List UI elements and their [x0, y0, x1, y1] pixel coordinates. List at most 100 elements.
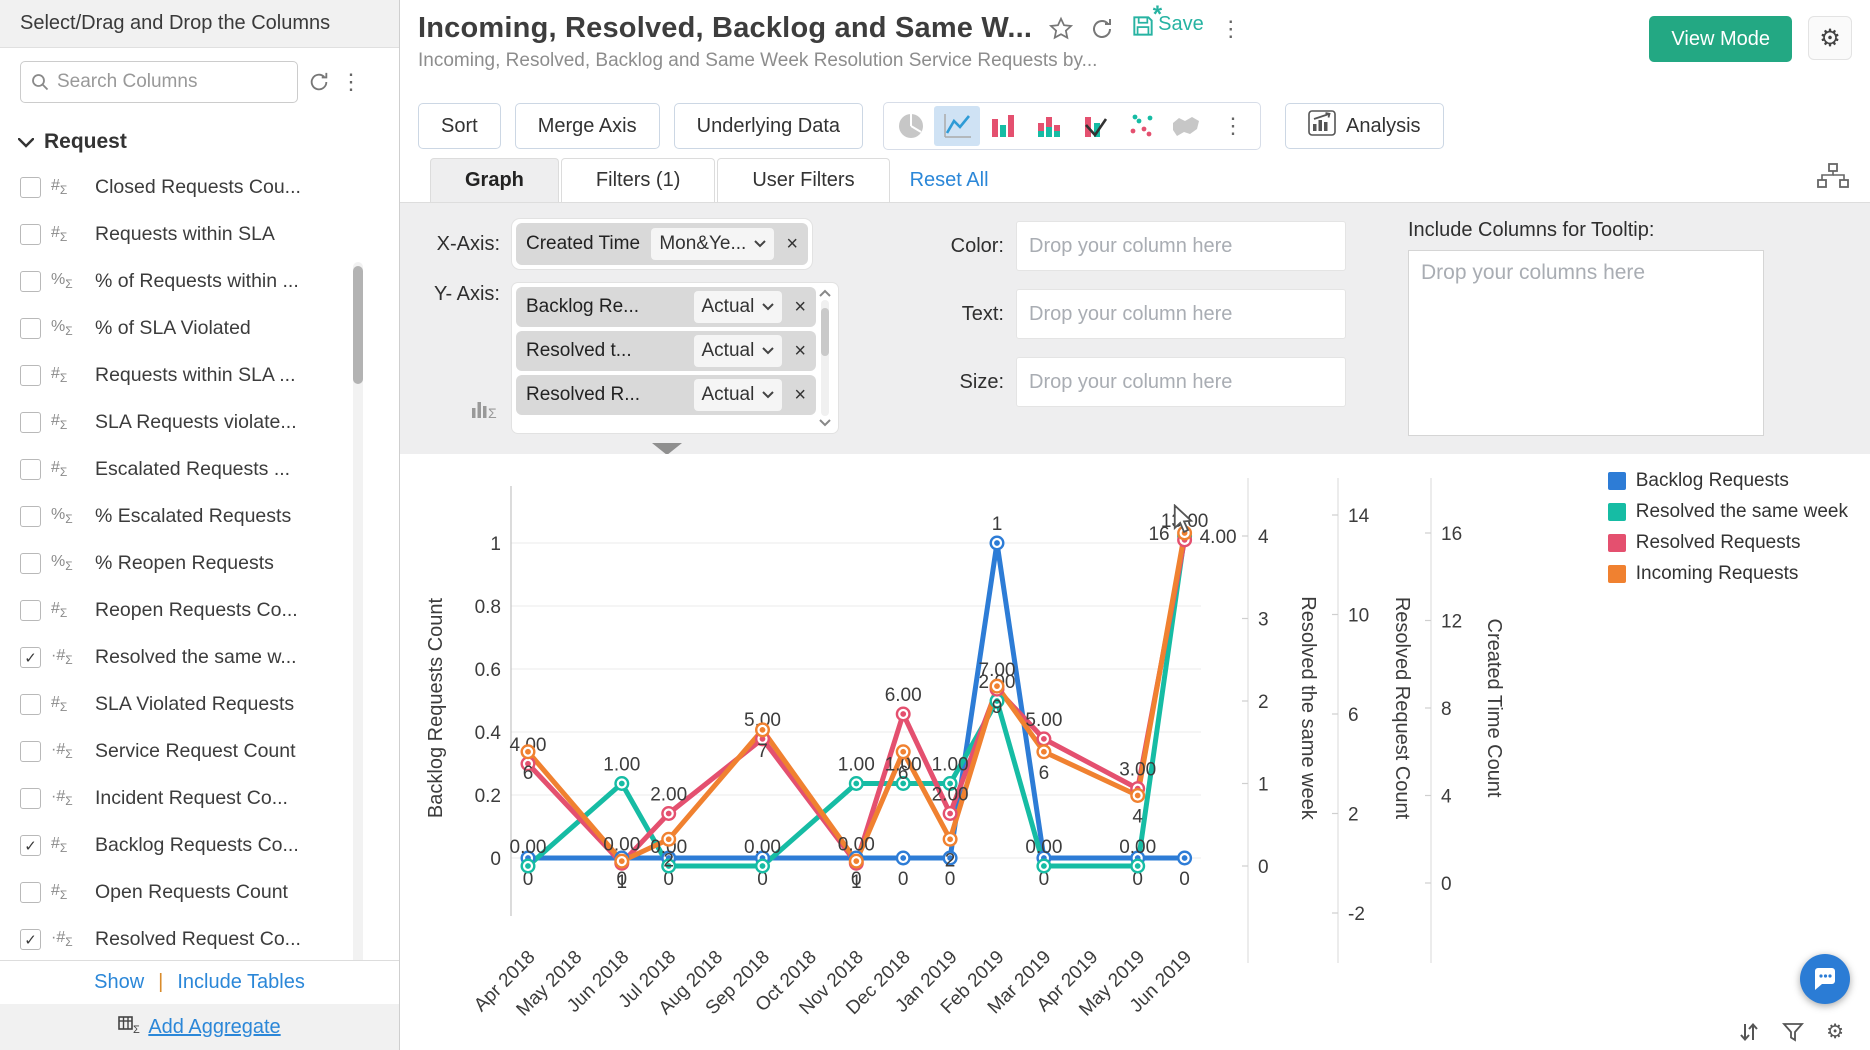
legend-item[interactable]: Incoming Requests — [1607, 563, 1848, 585]
y-axis-chip[interactable]: Resolved t... Actual × — [516, 331, 816, 371]
tab-filters[interactable]: Filters (1) — [560, 158, 716, 202]
column-list-item[interactable]: #Σ Open Requests Count — [0, 869, 399, 916]
reset-all-link[interactable]: Reset All — [909, 169, 989, 191]
column-checkbox[interactable] — [20, 600, 41, 621]
color-drop-zone[interactable]: Drop your column here — [1016, 221, 1346, 271]
column-checkbox[interactable] — [20, 318, 41, 339]
column-list-item[interactable]: ✓ ·#Σ Resolved Request Co... — [0, 916, 399, 960]
chat-bubble-button[interactable] — [1800, 954, 1850, 1004]
refresh-report-icon[interactable] — [1090, 17, 1114, 41]
scatter-chart-icon[interactable] — [1118, 106, 1164, 146]
search-columns-box[interactable] — [20, 61, 298, 103]
more-chart-types-icon[interactable]: ⋮ — [1222, 113, 1245, 138]
links-divider: | — [158, 971, 164, 993]
favorite-star-icon[interactable] — [1048, 16, 1074, 42]
tooltip-columns-label: Include Columns for Tooltip: — [1408, 219, 1655, 241]
request-section-toggle[interactable]: Request — [0, 122, 399, 164]
y-axis-chip[interactable]: Backlog Re... Actual × — [516, 287, 816, 327]
column-list-item[interactable]: ·#Σ Incident Request Co... — [0, 775, 399, 822]
y-axis-remove-icon[interactable]: × — [794, 339, 806, 362]
column-checkbox[interactable] — [20, 224, 41, 245]
combo-chart-icon[interactable] — [1072, 106, 1118, 146]
y-axis-aggregate-dropdown[interactable]: Actual — [693, 379, 783, 411]
tooltip-drop-zone[interactable]: Drop your columns here — [1408, 250, 1764, 436]
refresh-columns-icon[interactable] — [308, 71, 330, 93]
chart-settings-gear-icon[interactable]: ⚙ — [1826, 1021, 1844, 1043]
y-axis-scrollbar[interactable] — [816, 287, 834, 429]
column-list-item[interactable]: #Σ Requests within SLA — [0, 211, 399, 258]
column-checkbox[interactable] — [20, 271, 41, 292]
column-checkbox[interactable] — [20, 412, 41, 433]
column-list-item[interactable]: #Σ SLA Requests violate... — [0, 399, 399, 446]
column-checkbox[interactable] — [20, 882, 41, 903]
svg-text:0.8: 0.8 — [475, 597, 501, 618]
hierarchy-icon[interactable] — [1816, 163, 1850, 194]
column-checkbox[interactable]: ✓ — [20, 647, 41, 668]
column-list-item[interactable]: ·#Σ Service Request Count — [0, 728, 399, 775]
map-chart-icon[interactable] — [1164, 106, 1210, 146]
column-list-item[interactable]: %Σ % of Requests within ... — [0, 258, 399, 305]
column-checkbox[interactable] — [20, 365, 41, 386]
column-checkbox[interactable] — [20, 506, 41, 527]
column-checkbox[interactable] — [20, 741, 41, 762]
sort-order-icon[interactable] — [1738, 1022, 1760, 1042]
column-checkbox[interactable] — [20, 788, 41, 809]
stacked-bar-chart-icon[interactable] — [1026, 106, 1072, 146]
text-drop-zone[interactable]: Drop your column here — [1016, 289, 1346, 339]
svg-text:1.00: 1.00 — [932, 755, 969, 776]
pie-chart-icon[interactable] — [888, 106, 934, 146]
y-axis-chip[interactable]: Resolved R... Actual × — [516, 375, 816, 415]
y-axis-aggregate-dropdown[interactable]: Actual — [693, 291, 783, 323]
sidebar-scrollbar[interactable] — [353, 262, 363, 960]
column-list-item[interactable]: ✓ ·#Σ Resolved the same w... — [0, 634, 399, 681]
show-link[interactable]: Show — [94, 971, 145, 993]
settings-gear-icon[interactable]: ⚙ — [1808, 16, 1852, 60]
tab-user-filters[interactable]: User Filters — [717, 158, 890, 202]
scrollbar-thumb[interactable] — [353, 266, 363, 384]
x-axis-granularity-dropdown[interactable]: Mon&Ye... — [651, 228, 775, 260]
y-axis-remove-icon[interactable]: × — [794, 295, 806, 318]
x-axis-remove-icon[interactable]: × — [786, 232, 798, 255]
column-list-item[interactable]: %Σ % Escalated Requests — [0, 493, 399, 540]
report-more-icon[interactable]: ⋮ — [1219, 15, 1242, 41]
save-button[interactable]: * Save — [1130, 1, 1204, 45]
size-drop-zone[interactable]: Drop your column here — [1016, 357, 1346, 407]
report-header: Incoming, Resolved, Backlog and Same W..… — [400, 0, 1870, 96]
column-list-item[interactable]: %Σ % of SLA Violated — [0, 305, 399, 352]
view-mode-button[interactable]: View Mode — [1649, 16, 1792, 62]
legend-item[interactable]: Resolved Requests — [1607, 532, 1848, 554]
column-list-item[interactable]: #Σ Reopen Requests Co... — [0, 587, 399, 634]
column-checkbox[interactable] — [20, 459, 41, 480]
column-list-item[interactable]: #Σ SLA Violated Requests — [0, 681, 399, 728]
y-axis-remove-icon[interactable]: × — [794, 383, 806, 406]
column-list-item[interactable]: #Σ Closed Requests Cou... — [0, 164, 399, 211]
sort-button[interactable]: Sort — [418, 103, 501, 149]
add-aggregate-link[interactable]: Add Aggregate — [148, 1015, 281, 1038]
tab-graph[interactable]: Graph — [430, 158, 559, 202]
merge-axis-button[interactable]: Merge Axis — [514, 103, 660, 149]
collapse-panel-handle[interactable] — [652, 443, 682, 455]
analysis-button[interactable]: Analysis — [1285, 103, 1444, 149]
legend-item[interactable]: Resolved the same week — [1607, 501, 1848, 523]
search-icon — [31, 73, 49, 91]
column-checkbox[interactable]: ✓ — [20, 835, 41, 856]
column-list-item[interactable]: #Σ Requests within SLA ... — [0, 352, 399, 399]
y-axis-aggregate-dropdown[interactable]: Actual — [693, 335, 783, 367]
underlying-data-button[interactable]: Underlying Data — [673, 103, 864, 149]
column-checkbox[interactable] — [20, 694, 41, 715]
line-chart-icon[interactable] — [934, 106, 981, 146]
sidebar-more-icon[interactable]: ⋮ — [340, 69, 362, 94]
column-list-item[interactable]: ✓ #Σ Backlog Requests Co... — [0, 822, 399, 869]
column-list-item[interactable]: %Σ % Reopen Requests — [0, 540, 399, 587]
x-axis-chip[interactable]: Created Time Mon&Ye... × — [516, 223, 808, 265]
search-input[interactable] — [57, 71, 267, 93]
include-tables-link[interactable]: Include Tables — [177, 971, 305, 993]
filter-funnel-icon[interactable] — [1782, 1022, 1805, 1042]
legend-item[interactable]: Backlog Requests — [1607, 470, 1848, 492]
column-checkbox[interactable] — [20, 553, 41, 574]
column-list-item[interactable]: #Σ Escalated Requests ... — [0, 446, 399, 493]
column-checkbox[interactable] — [20, 177, 41, 198]
bar-chart-icon[interactable] — [980, 106, 1026, 146]
column-checkbox[interactable]: ✓ — [20, 929, 41, 950]
